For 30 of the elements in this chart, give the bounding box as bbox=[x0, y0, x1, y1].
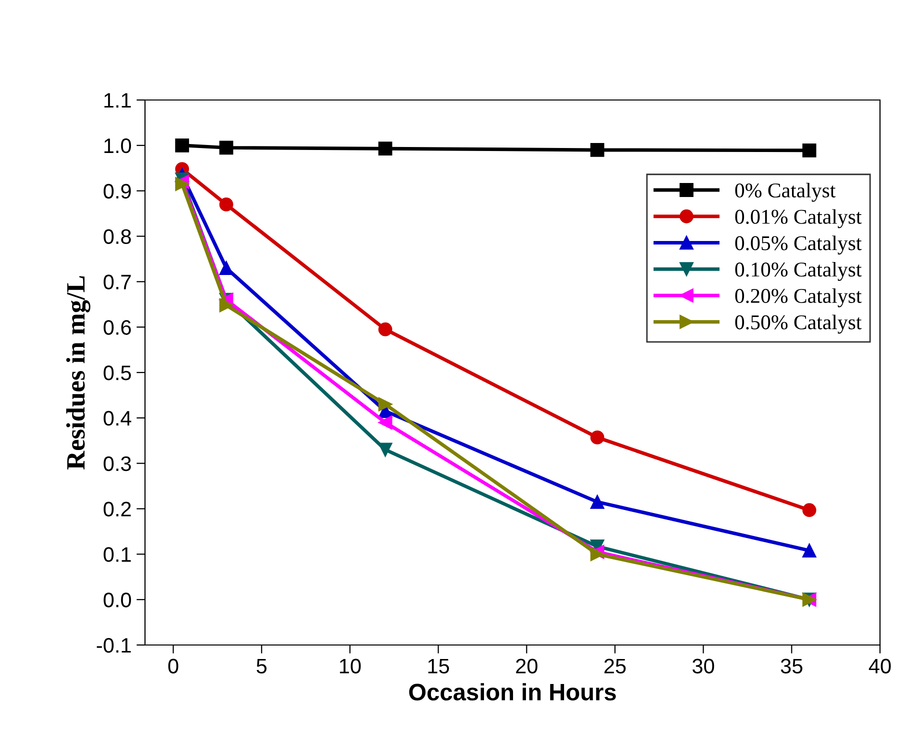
y-axis-title: Residues in mg/L bbox=[66, 276, 90, 470]
y-tick-label: 0.8 bbox=[104, 229, 131, 244]
legend-label: 0% Catalyst bbox=[735, 182, 836, 202]
y-tick-label: 0.6 bbox=[104, 320, 131, 335]
x-tick-label: 35 bbox=[780, 658, 802, 674]
x-tick-label: 15 bbox=[428, 658, 450, 674]
y-tick-label: 0.2 bbox=[104, 502, 131, 517]
legend-label: 0.20% Catalyst bbox=[735, 288, 862, 308]
y-tick-label: 0.3 bbox=[104, 456, 131, 472]
y-tick-label: 1.1 bbox=[104, 93, 131, 108]
x-tick-label: 25 bbox=[604, 658, 626, 674]
y-tick-label: 0.4 bbox=[104, 410, 132, 426]
x-tick-label: 40 bbox=[868, 658, 891, 674]
x-tick-label: 5 bbox=[256, 658, 267, 674]
y-tick-label: 0.9 bbox=[104, 184, 131, 199]
y-tick-label: 0.5 bbox=[104, 366, 131, 380]
legend-label: 0.50% Catalyst bbox=[735, 314, 862, 334]
legend-label: 0.05% Catalyst bbox=[735, 236, 862, 255]
y-tick-label: 0.0 bbox=[104, 592, 131, 608]
x-tick-label: 30 bbox=[692, 658, 714, 674]
x-tick-label: 10 bbox=[340, 658, 361, 674]
legend-label: 0.10% Catalyst bbox=[735, 262, 862, 281]
x-tick-label: 20 bbox=[516, 658, 538, 674]
y-tick-label: -0.1 bbox=[96, 638, 131, 653]
y-tick-label: 0.7 bbox=[104, 274, 131, 290]
y-tick-label: 1.0 bbox=[104, 138, 131, 154]
y-tick-label: 0.1 bbox=[104, 547, 131, 562]
x-tick-label: 0 bbox=[168, 658, 178, 674]
legend-label: 0.01% Catalyst bbox=[735, 209, 862, 228]
x-axis-title: Occasion in Hours bbox=[409, 683, 616, 701]
